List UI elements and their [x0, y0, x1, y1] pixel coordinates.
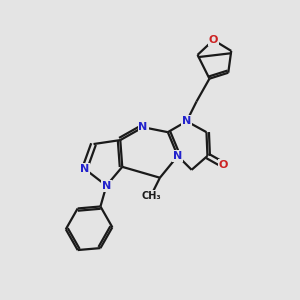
Text: N: N [173, 151, 182, 161]
Text: N: N [102, 181, 111, 191]
Text: O: O [219, 160, 228, 170]
Text: O: O [209, 35, 218, 45]
Text: CH₃: CH₃ [141, 190, 161, 201]
Text: N: N [182, 116, 191, 126]
Text: N: N [138, 122, 148, 132]
Text: N: N [80, 164, 89, 174]
